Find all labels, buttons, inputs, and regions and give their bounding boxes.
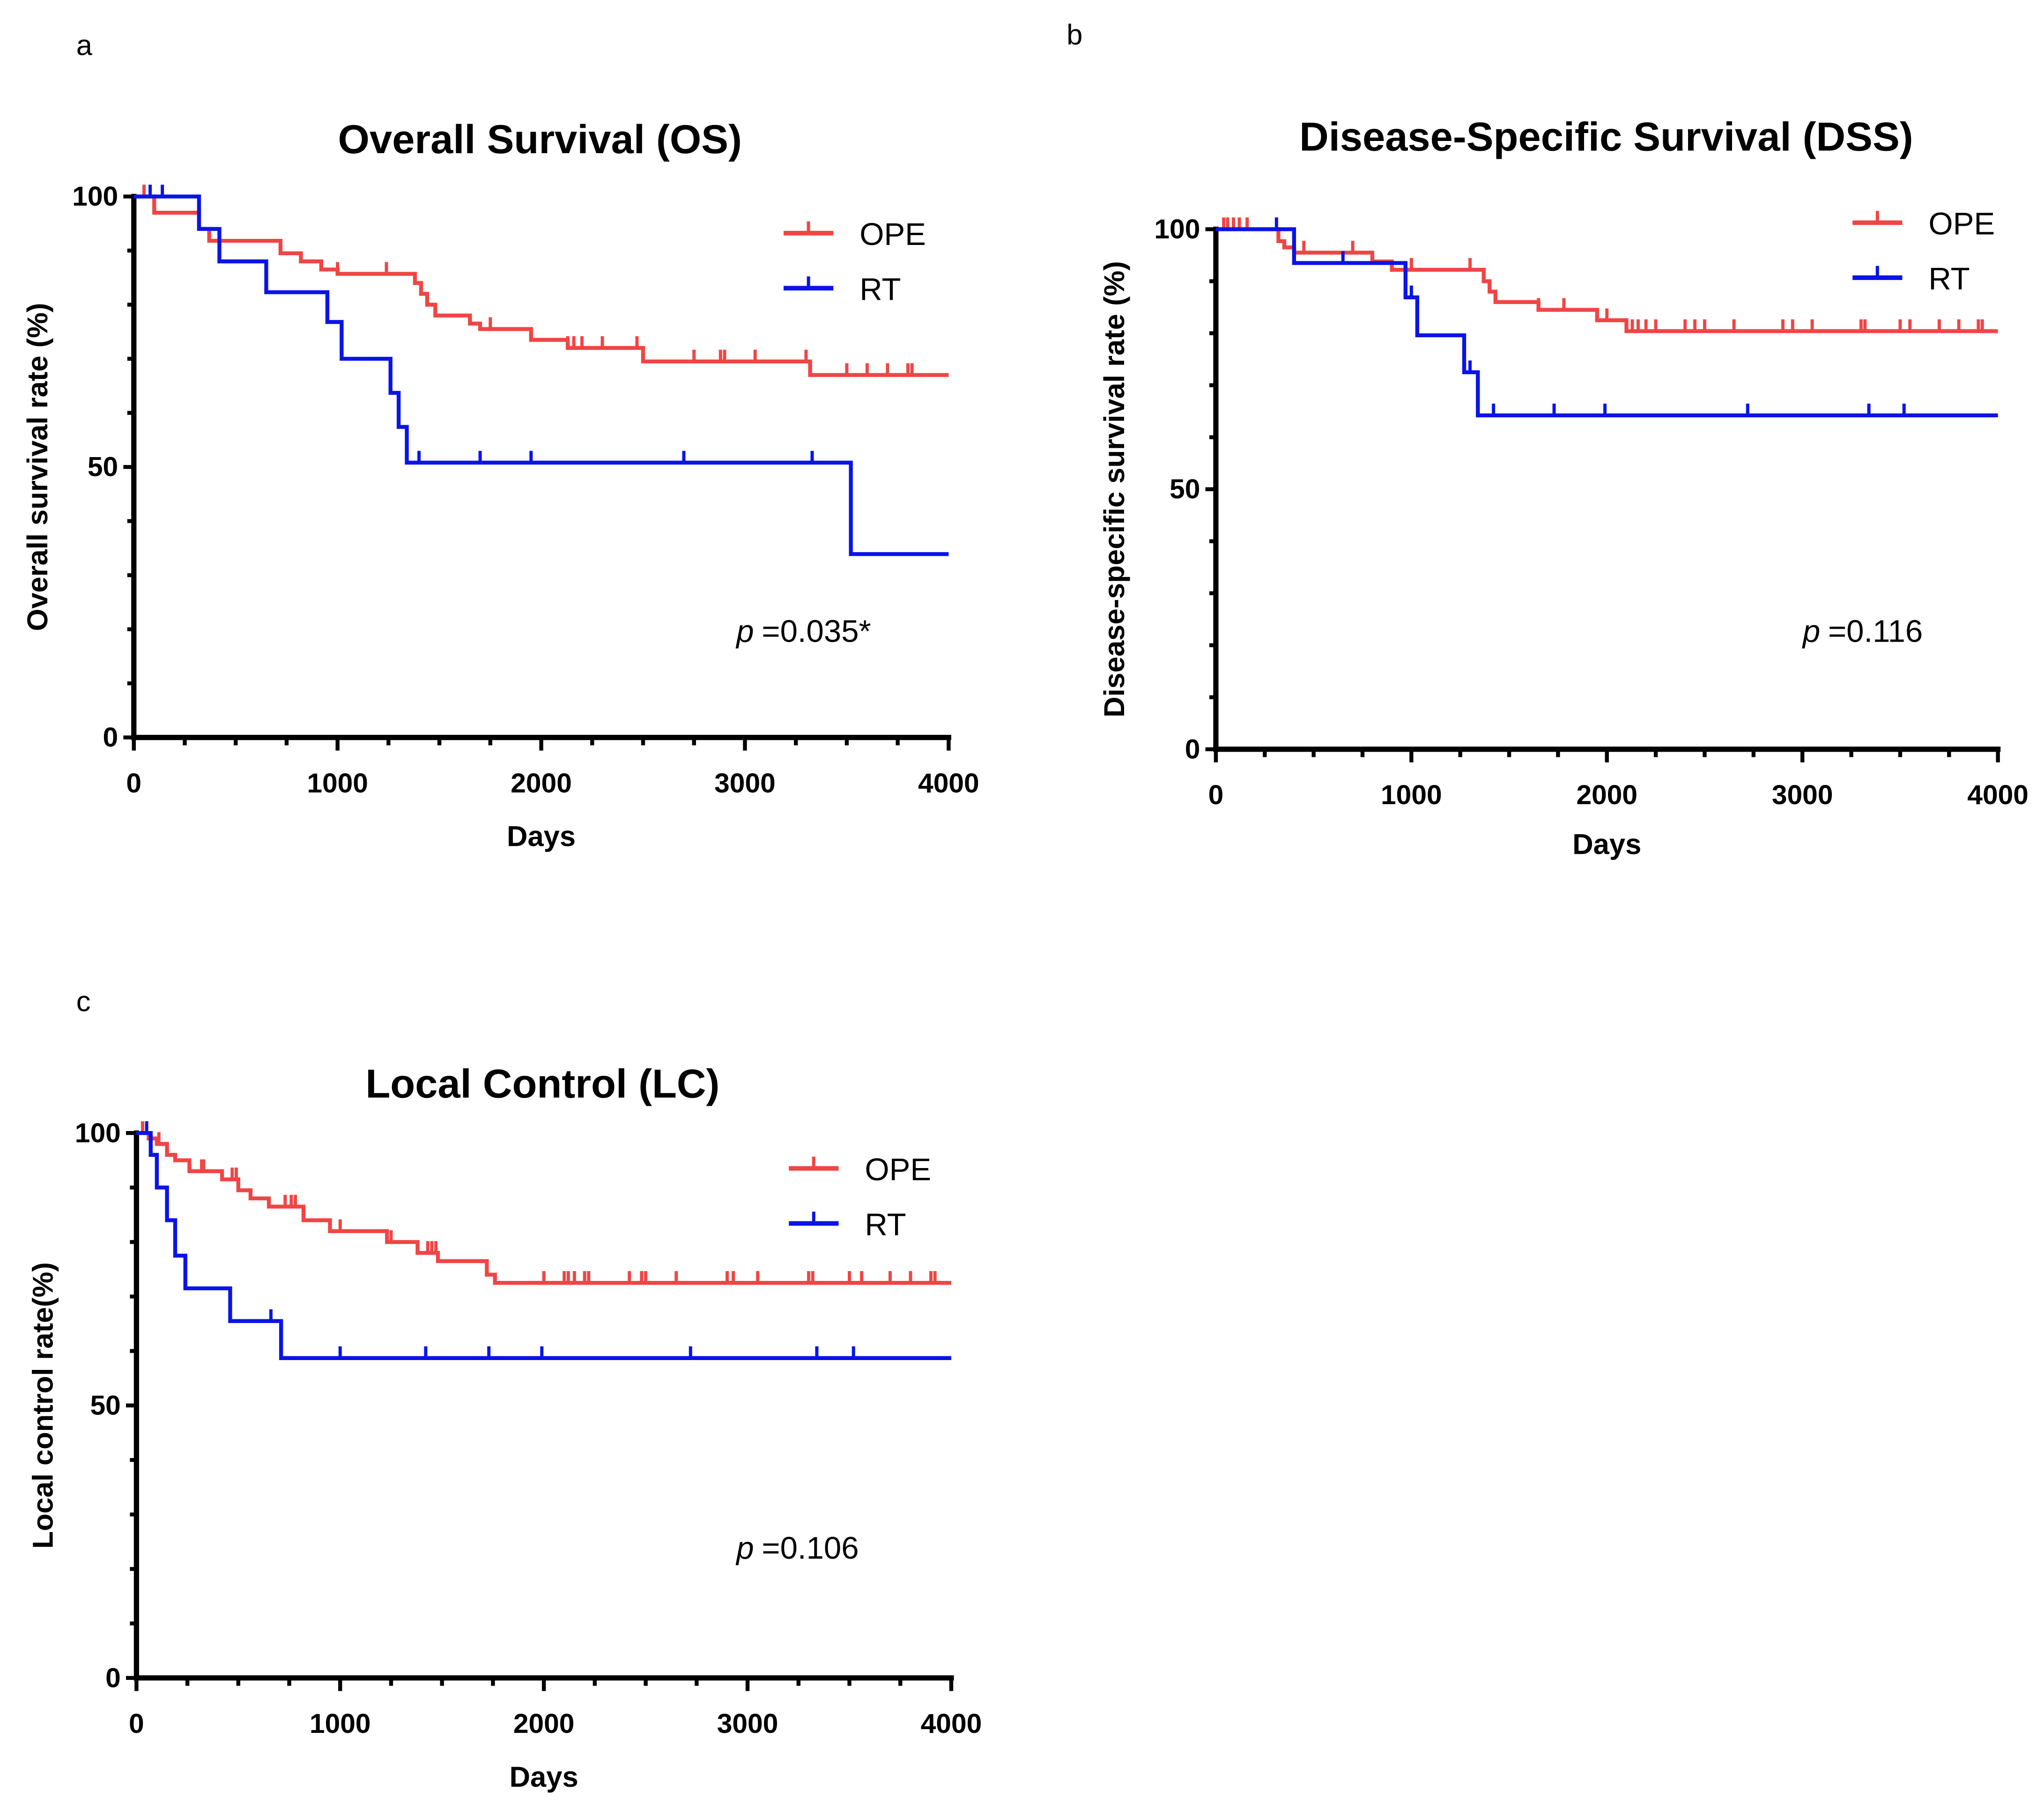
legend-label-ope: OPE xyxy=(859,217,926,252)
y-tick-label: 50 xyxy=(1170,474,1200,504)
legend-label-rt: RT xyxy=(1928,261,1970,296)
panel-letter: b xyxy=(1066,19,1082,51)
x-tick-label: 0 xyxy=(1208,780,1224,810)
x-tick-label: 1000 xyxy=(1381,780,1442,810)
x-axis-label: Days xyxy=(1572,829,1641,861)
chart-title: Local Control (LC) xyxy=(365,1062,719,1107)
km-curve-rt xyxy=(1215,227,1998,418)
y-axis-label: Disease-specific survival rate (%) xyxy=(1098,261,1131,718)
km-curve-rt xyxy=(136,1131,951,1360)
x-tick-label: 2000 xyxy=(511,768,572,799)
y-tick-label: 50 xyxy=(88,452,118,482)
km-curve-ope xyxy=(133,194,949,377)
x-tick-label: 3000 xyxy=(714,768,776,799)
x-axis-label: Days xyxy=(507,821,576,853)
p-symbol: p xyxy=(735,1531,754,1566)
legend-label-rt: RT xyxy=(865,1207,906,1242)
legend-label-ope: OPE xyxy=(865,1152,931,1187)
panel-letter: c xyxy=(76,985,91,1018)
y-tick-label: 100 xyxy=(72,181,118,212)
x-tick-label: 4000 xyxy=(921,1709,982,1739)
x-axis-label: Days xyxy=(510,1761,578,1793)
x-tick-label: 3000 xyxy=(1772,780,1833,810)
y-tick-label: 0 xyxy=(103,722,118,753)
chart-title: Overall Survival (OS) xyxy=(338,117,742,162)
km-curve-ope xyxy=(136,1131,951,1285)
y-tick-label: 100 xyxy=(1154,214,1200,244)
x-tick-label: 2000 xyxy=(1576,780,1637,810)
x-tick-label: 2000 xyxy=(513,1709,575,1739)
y-axis-label: Overall survival rate (%) xyxy=(22,303,54,631)
x-tick-label: 4000 xyxy=(918,768,979,799)
km-curve-rt xyxy=(133,194,949,556)
x-tick-label: 0 xyxy=(129,1709,144,1739)
x-tick-label: 3000 xyxy=(717,1709,778,1739)
p-value: =0.106 xyxy=(762,1531,859,1566)
panel-letter: a xyxy=(76,29,93,61)
p-symbol: p xyxy=(735,614,754,649)
p-value: =0.035* xyxy=(762,614,871,649)
chart-title: Disease-Specific Survival (DSS) xyxy=(1299,115,1913,160)
p-value-annotation: p =0.106 xyxy=(735,1531,859,1566)
y-tick-label: 50 xyxy=(90,1391,120,1421)
p-value: =0.116 xyxy=(1828,614,1923,649)
p-symbol: p xyxy=(1802,614,1820,649)
x-tick-label: 1000 xyxy=(310,1709,371,1739)
y-tick-label: 100 xyxy=(75,1118,121,1148)
km-curve-ope xyxy=(1215,227,1998,333)
p-value-annotation: p =0.116 xyxy=(1802,614,1923,649)
x-tick-label: 4000 xyxy=(1967,780,2029,810)
x-tick-label: 1000 xyxy=(307,768,368,799)
p-value-annotation: p =0.035* xyxy=(735,614,871,649)
legend-label-ope: OPE xyxy=(1928,207,1995,242)
y-tick-label: 0 xyxy=(105,1663,121,1693)
legend-label-rt: RT xyxy=(859,272,901,307)
y-axis-label: Local control rate(%) xyxy=(27,1262,59,1549)
x-tick-label: 0 xyxy=(126,768,141,799)
y-tick-label: 0 xyxy=(1185,734,1200,764)
